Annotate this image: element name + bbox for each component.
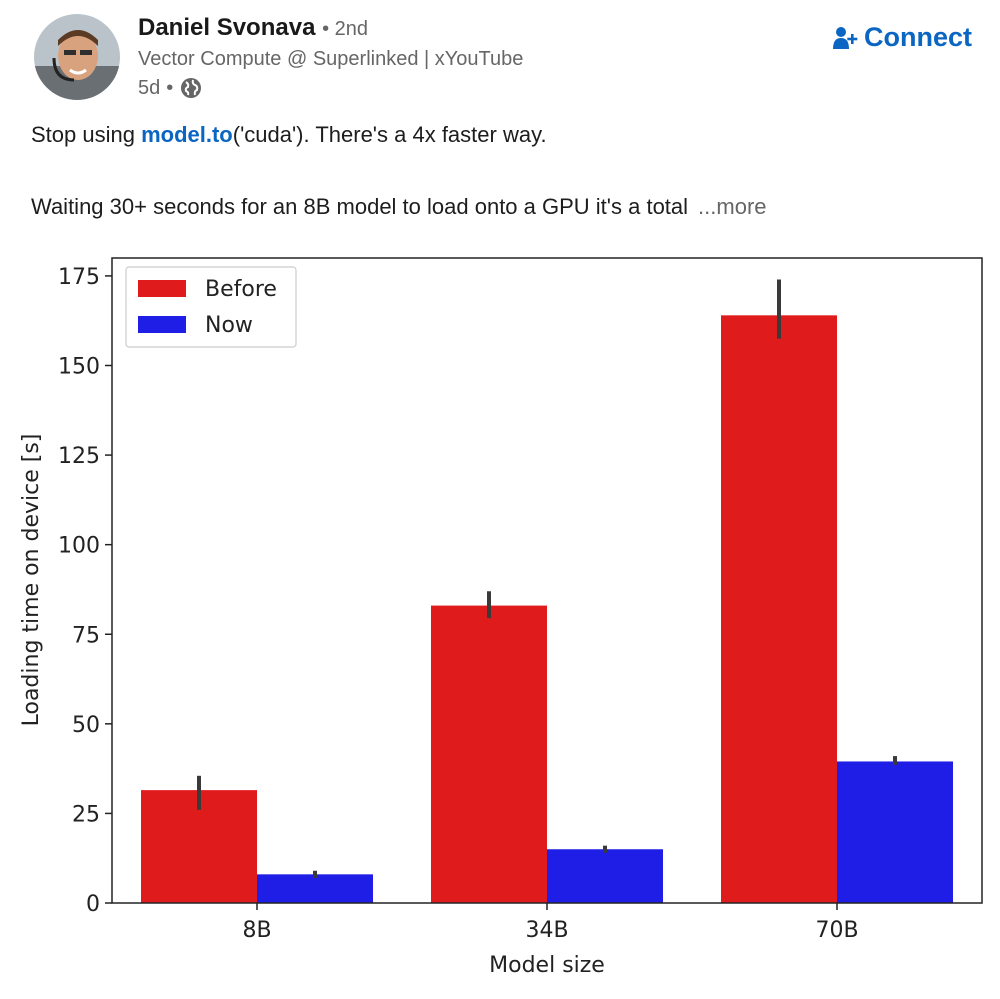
bars	[141, 315, 953, 903]
error-bars	[197, 279, 897, 878]
y-axis-label: Loading time on device [s]	[19, 434, 44, 727]
post-header: Daniel Svonava • 2nd Vector Compute @ Su…	[0, 0, 1000, 110]
y-tick-label: 150	[58, 355, 100, 380]
legend-label-before: Before	[205, 277, 277, 302]
author-name[interactable]: Daniel Svonava	[138, 14, 316, 41]
bar-before-70b	[721, 315, 837, 903]
x-tick-label: 8B	[242, 918, 271, 943]
x-tick-label: 70B	[815, 918, 858, 943]
connect-label: Connect	[864, 22, 972, 52]
y-tick-label: 100	[58, 534, 100, 559]
y-axis: 0 25 50 75 100 125 150 175	[58, 265, 112, 917]
post-meta: 5d •	[138, 76, 203, 100]
legend-label-now: Now	[205, 313, 253, 338]
post-text-line-1: Stop using model.to('cuda'). There's a 4…	[31, 120, 971, 150]
author-name-line[interactable]: Daniel Svonava • 2nd	[138, 14, 368, 42]
bar-now-70b	[837, 761, 953, 903]
model-to-link[interactable]: model.to	[141, 122, 233, 147]
y-tick-label: 175	[58, 265, 100, 290]
y-tick-label: 25	[72, 802, 100, 827]
x-axis-label: Model size	[489, 953, 605, 978]
post-text: Stop using model.to('cuda'). There's a 4…	[31, 120, 971, 222]
bar-before-34b	[431, 605, 547, 903]
post-text-prefix: Stop using	[31, 122, 142, 147]
avatar-image	[34, 14, 120, 100]
post-image-chart[interactable]: 0 25 50 75 100 125 150 175 8B 34B 70B Model size …	[0, 238, 1000, 994]
legend: Before Now	[125, 266, 297, 348]
add-person-icon	[833, 26, 858, 49]
legend-swatch-now	[138, 316, 186, 333]
connect-button[interactable]: Connect	[832, 22, 972, 53]
y-tick-label: 50	[72, 713, 100, 738]
y-tick-label: 75	[72, 623, 100, 648]
author-headline: Vector Compute @ Superlinked | xYouTube	[138, 48, 524, 70]
post-text-suffix: ('cuda'). There's a 4x faster way.	[232, 122, 547, 147]
bar-now-8b	[257, 874, 373, 903]
post-text-line-2: Waiting 30+ seconds for an 8B model to l…	[31, 192, 971, 222]
post-time: 5d	[138, 76, 161, 99]
connection-degree: • 2nd	[322, 18, 369, 40]
legend-swatch-before	[138, 280, 186, 297]
bar-now-34b	[547, 849, 663, 903]
y-tick-label: 125	[58, 444, 100, 469]
meta-separator: •	[166, 76, 174, 99]
y-tick-label: 0	[86, 892, 100, 917]
x-axis: 8B 34B 70B	[242, 903, 859, 943]
x-tick-label: 34B	[525, 918, 568, 943]
globe-icon	[181, 78, 202, 98]
avatar[interactable]	[34, 14, 120, 100]
see-more-button[interactable]: ...more	[698, 194, 767, 219]
post-text-body: Waiting 30+ seconds for an 8B model to l…	[31, 194, 689, 219]
